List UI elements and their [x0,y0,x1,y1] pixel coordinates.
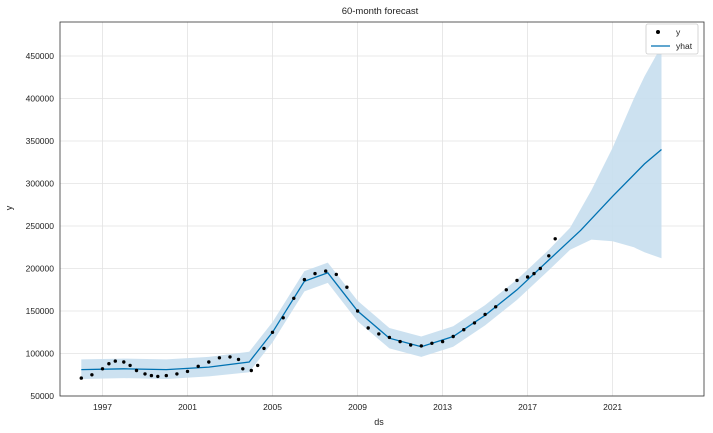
observed-point [515,278,519,283]
observed-point [256,363,260,368]
y-tick-label: 250000 [26,221,55,231]
observed-point [440,339,445,344]
observed-point [538,266,542,271]
chart-title: 60-month forecast [342,6,419,17]
observed-point [249,368,253,373]
observed-point [107,362,111,366]
observed-point [262,346,266,351]
x-tick-label: 2001 [178,402,197,412]
plot-frame [59,21,705,397]
observed-point [217,356,222,360]
observed-point [345,285,349,289]
observed-point [387,335,392,340]
observed-point [175,372,179,376]
observed-point [143,372,147,376]
observed-point [292,296,296,300]
x-tick-label: 2021 [603,402,622,412]
observed-point [313,271,317,276]
observed-point [236,357,241,362]
y-tick-labels: 50000 100000 150000 200000 250000 300000 35000… [26,51,55,401]
x-tick-labels: 1997 2001 2005 2009 2013 2017 2021 [93,402,622,412]
y-axis-label: y [4,205,14,210]
x-axis-label: ds [374,417,384,427]
observed-point [451,334,455,339]
observed-point [302,277,307,282]
observed-point [525,275,530,279]
y-tick-label: 200000 [26,264,55,274]
observed-point [494,305,498,309]
y-tick-label: 50000 [30,391,54,401]
observed-point [532,271,536,276]
observed-point [149,373,154,378]
observed-point [377,332,381,336]
observed-point [324,269,328,273]
observed-point [79,376,84,380]
y-tick-label: 300000 [26,179,55,189]
observed-point [113,359,118,363]
observed-point [100,367,105,371]
observed-point [134,368,139,373]
observed-point [553,237,557,241]
observed-point [122,360,126,364]
observed-point [228,355,232,359]
x-tick-label: 2005 [263,402,282,412]
observed-point [419,344,423,348]
observed-point [207,360,211,364]
observed-point [241,367,245,371]
observed-point [366,326,370,330]
observed-point [472,321,477,325]
observed-point [334,272,338,277]
observed-point [483,312,487,317]
observed-point [164,373,168,378]
observed-point [128,363,132,368]
observed-point [270,330,275,334]
y-tick-label: 350000 [26,136,55,146]
observed-point [281,316,285,320]
observed-point [185,369,190,374]
legend-y-marker [656,30,660,34]
uncertainty-band [81,45,662,380]
observed-point [462,328,466,332]
observed-point [156,374,160,379]
legend: y yhat [645,23,699,55]
observed-point [504,288,508,292]
legend-yhat-label: yhat [676,41,693,51]
y-tick-label: 100000 [26,349,55,359]
observed-point [196,364,200,368]
y-tick-label: 400000 [26,94,55,104]
uncertainty-band-layer [81,45,662,380]
observed-point [90,373,94,377]
y-tick-label: 450000 [26,51,55,61]
observed-points-layer [79,237,557,380]
observed-point [409,343,413,347]
observed-point [430,341,434,345]
legend-y-label: y [676,27,681,37]
y-tick-label: 150000 [26,306,55,316]
x-tick-label: 1997 [93,402,112,412]
observed-point [547,254,551,258]
x-tick-label: 2009 [348,402,367,412]
x-tick-label: 2017 [518,402,537,412]
observed-point [355,309,360,313]
observed-point [398,339,402,344]
x-tick-label: 2013 [433,402,452,412]
